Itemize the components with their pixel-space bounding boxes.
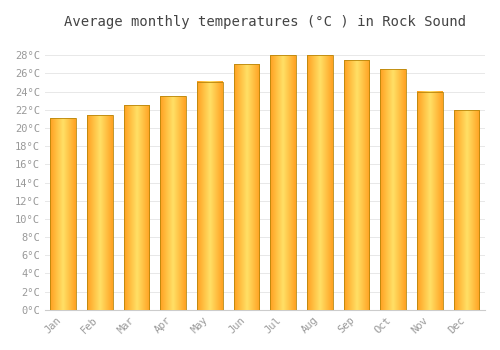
Bar [160,96,186,310]
Bar [307,55,333,310]
Bar [50,118,76,310]
Bar [234,64,260,310]
Bar [344,60,370,310]
Bar [380,69,406,310]
Bar [197,82,223,310]
Bar [124,105,150,310]
Bar [417,92,443,310]
Bar [87,115,112,310]
Bar [454,110,479,310]
Bar [270,55,296,310]
Title: Average monthly temperatures (°C ) in Rock Sound: Average monthly temperatures (°C ) in Ro… [64,15,466,29]
